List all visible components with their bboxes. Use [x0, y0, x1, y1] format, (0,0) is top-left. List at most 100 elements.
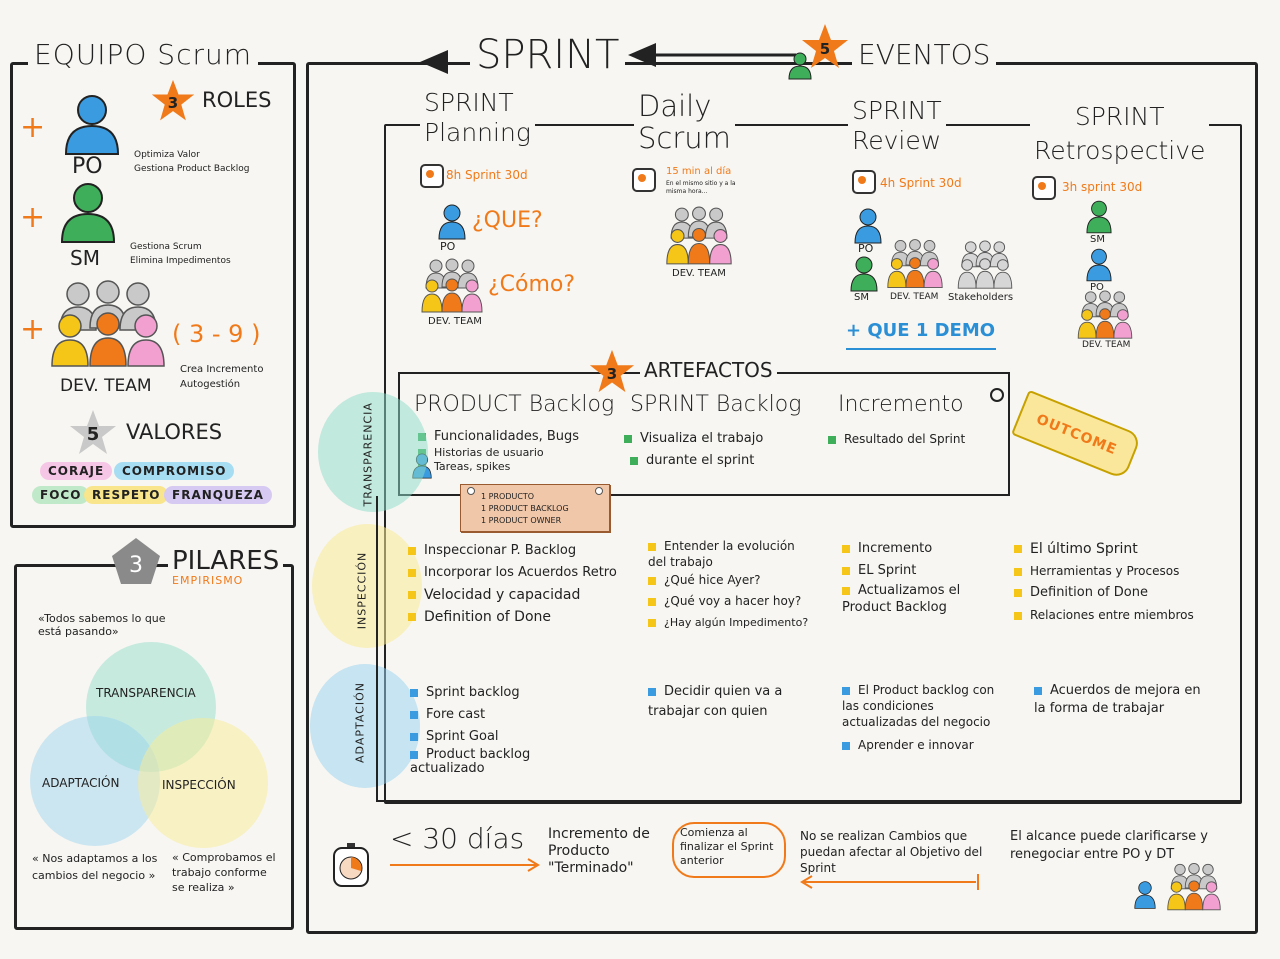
inspection-review-item: EL Sprint: [842, 560, 982, 582]
review-timer-icon: [852, 170, 876, 194]
inspection-planning-item: Definition of Done: [408, 606, 617, 628]
inspection-retro: El último Sprint Herramientas y Procesos…: [1014, 538, 1194, 626]
planning-time: 8h Sprint 30d: [446, 168, 528, 182]
pillars-title: PILARES: [168, 546, 284, 576]
po-item: Gestiona Product Backlog: [134, 164, 250, 174]
daily-time: 15 min al día: [666, 166, 732, 177]
review-dev-team-icon: [887, 239, 943, 289]
po-responsibilities: Optimiza Valor Gestiona Product Backlog: [118, 148, 249, 176]
daily-dev-label: DEV. TEAM: [672, 268, 726, 279]
axis-adaptation-label: ADAPTACIÓN: [353, 682, 367, 763]
sprint-backlog-items: Visualiza el trabajo durante el sprint: [624, 428, 763, 472]
note-line: 1 PRODUCT BACKLOG: [481, 504, 569, 513]
sm-person-icon: [60, 183, 116, 243]
event-review-title: SPRINT Review: [848, 96, 946, 156]
events-label: EVENTOS: [852, 38, 997, 71]
planning-dev-team-icon: [421, 258, 483, 313]
pillar-transparency: TRANSPARENCIA: [96, 686, 196, 700]
axis-inspection-circle: [312, 524, 422, 648]
value-frankness: FRANQUEZA: [164, 486, 272, 504]
retro-sm-icon: [1086, 200, 1112, 234]
inspection-adaptation-box: [376, 496, 1240, 802]
adaptation-review-item: El Product backlog con las condiciones a…: [842, 682, 1000, 730]
daily-dev-team-icon: [666, 206, 732, 265]
svg-text:3: 3: [129, 553, 143, 578]
inspection-planning: Inspeccionar P. Backlog Incorporar los A…: [408, 540, 617, 628]
inspection-review-item: Actualizamos el Product Backlog: [842, 582, 982, 616]
product-backlog-items: Funcionalidades, Bugs Historias de usuar…: [418, 428, 579, 474]
note-line: 1 PRODUCTO: [481, 492, 535, 501]
value-courage: CORAJE: [40, 462, 113, 480]
planning-dev-label: DEV. TEAM: [428, 316, 482, 327]
value-respect: RESPETO: [84, 486, 169, 504]
roles-star-icon: 3: [150, 78, 196, 124]
review-po-icon: [854, 208, 882, 244]
sprint-title: SPRINT: [470, 32, 626, 78]
inspection-review-item: Incremento: [842, 538, 982, 560]
outcome-string: [990, 388, 1004, 402]
increment-done: Incremento de Producto "Terminado": [548, 826, 650, 876]
inspection-daily: Entender la evolución del trabajo ¿Qué h…: [648, 538, 808, 634]
starts-after-previous: Comienza al finalizar el Sprint anterior: [680, 826, 774, 867]
dev-team-label: DEV. TEAM: [60, 376, 152, 396]
retro-sm-label: SM: [1090, 234, 1105, 245]
note-line: 1 PRODUCT OWNER: [481, 516, 562, 525]
review-stakeholders-label: Stakeholders: [948, 292, 1014, 303]
retro-timer-icon: [1032, 176, 1056, 200]
artifacts-label: ARTEFACTOS: [640, 358, 777, 382]
sm-label: SM: [70, 246, 100, 270]
pillars-quote-top: «Todos sabemos lo que está pasando»: [38, 612, 166, 638]
adaptation-planning-item: Sprint backlog: [410, 682, 540, 704]
roles-label: ROLES: [202, 88, 272, 112]
event-planning-title: SPRINT Planning: [420, 88, 535, 148]
planning-po-icon: [438, 204, 466, 240]
planning-timer-icon: [420, 164, 444, 188]
planning-what: ¿QUE?: [472, 208, 543, 233]
inspection-daily-item: ¿Hay algún Impedimento?: [648, 612, 808, 634]
stopwatch-icon: [333, 843, 369, 887]
value-commitment: COMPROMISO: [114, 462, 235, 480]
review-sm-icon: [850, 256, 878, 292]
arrow-left-icon: [420, 50, 448, 74]
artifacts-star-icon: 3: [588, 348, 636, 396]
pillar-adaptation: ADAPTACIÓN: [42, 776, 120, 790]
adaptation-review-item: Aprender e innovar: [842, 730, 1000, 760]
no-changes-rule: No se realizan Cambios que puedan afecta…: [800, 829, 983, 875]
dev-item: Crea Incremento: [180, 364, 264, 375]
sprint-backlog-item: durante el sprint: [624, 450, 763, 472]
retro-dev-label: DEV. TEAM: [1082, 340, 1131, 350]
inspection-planning-item: Velocidad y capacidad: [408, 584, 617, 606]
po-person-icon: [64, 95, 120, 155]
adaptation-planning-item: Fore cast: [410, 704, 540, 726]
sm-item: Gestiona Scrum: [130, 242, 202, 252]
inspection-retro-item: Definition of Done: [1014, 582, 1194, 604]
pillars-quote-left: « Nos adaptamos a los cambios del negoci…: [32, 852, 158, 882]
events-arrow-icon: [628, 43, 796, 67]
starts-bubble: [672, 822, 786, 878]
product-backlog-item: Funcionalidades, Bugs: [418, 428, 579, 446]
adaptation-retro-item: Acuerdos de mejora en la forma de trabaj…: [1034, 682, 1214, 718]
inspection-retro-item: El último Sprint: [1014, 538, 1194, 560]
adaptation-daily-item: Decidir quien va a trabajar con quien: [648, 682, 818, 722]
dev-team-group-icon: [51, 280, 165, 367]
increment-items: Resultado del Sprint: [828, 428, 965, 450]
stakeholders-group-icon: [957, 240, 1013, 289]
pillars-pentagon-icon: 3: [112, 538, 160, 584]
pillar-inspection: INSPECCIÓN: [162, 778, 236, 792]
values-star-icon: 5: [68, 408, 118, 458]
daily-timer-icon: [632, 168, 656, 192]
review-dev-label: DEV. TEAM: [890, 292, 939, 302]
increment-title: Incremento: [838, 392, 964, 417]
sm-responsibilities: Gestiona Scrum Elimina Impedimentos: [114, 240, 231, 268]
plus-icon: +: [20, 200, 46, 235]
person-green-icon: [788, 52, 812, 80]
events-star-icon: 5: [800, 22, 850, 72]
sm-item: Elimina Impedimentos: [130, 256, 231, 266]
team-title: EQUIPO Scrum: [28, 38, 259, 71]
pillars-subtitle: EMPIRISMO: [172, 574, 244, 587]
inspection-circle: [138, 718, 268, 848]
axis-transparency-circle: [318, 392, 428, 512]
planning-po-label: PO: [440, 240, 456, 253]
adaptation-daily: Decidir quien va a trabajar con quien: [648, 682, 818, 722]
inspection-review: Incremento EL Sprint Actualizamos el Pro…: [842, 538, 982, 616]
